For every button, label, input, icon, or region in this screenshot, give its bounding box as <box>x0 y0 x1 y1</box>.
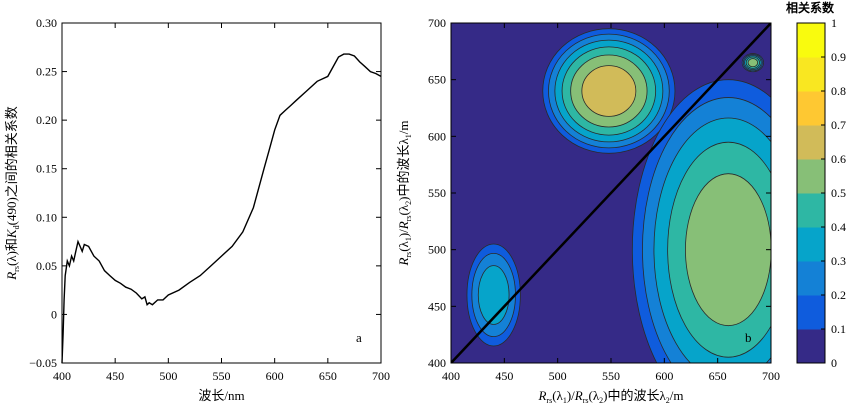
panel-b-ytick-label: 550 <box>428 186 446 200</box>
panel-a-line-chart: 400 450 500 550 600 650 700 −0.05 0 0.05 0.10 0.15… <box>4 16 390 403</box>
panel-b-xtick-label: 650 <box>709 369 727 383</box>
panel-b-xlabel: Rrs(λ1)/Rrs(λ2)中的波长λ2/m <box>537 388 683 405</box>
colorbar-band <box>797 57 825 92</box>
colorbar-tick-label: 0.2 <box>831 288 846 302</box>
colorbar: 相关系数 0 0.1 0.2 0.3 0.4 0.5 0.6 0.7 0.8 0.9 1 <box>786 0 846 370</box>
panel-a-xlabel: 波长/nm <box>198 388 244 403</box>
contour-band-left-low-band <box>477 265 510 325</box>
panel-a-ytick-label: 0.25 <box>36 65 57 79</box>
panel-b-ytick-label: 400 <box>428 356 446 370</box>
panel-a-xtick-label: 600 <box>266 369 284 383</box>
contour-levels <box>466 28 771 363</box>
panel-a-xtick-label: 500 <box>159 369 177 383</box>
panel-b-contour-map: 400 450 500 550 600 650 700 400 450 500 550 600 650… <box>396 16 780 405</box>
colorbar-tick-label: 0.6 <box>831 152 846 166</box>
correlation-line <box>61 53 382 364</box>
panel-a-ytick-label: −0.05 <box>29 356 57 370</box>
panel-b-xtick-label: 450 <box>495 369 513 383</box>
panel-a-xtick-label: 550 <box>213 369 231 383</box>
panel-a-xtick-label: 700 <box>372 369 390 383</box>
panel-a-ylabel: Rrs(λ)和Kd(490)之间的相关系数 <box>4 106 21 281</box>
panel-b-ytick-label: 700 <box>428 16 446 30</box>
diagonal-line <box>451 23 771 363</box>
panel-b-xtick-label: 700 <box>762 369 780 383</box>
colorbar-tick-label: 0.9 <box>831 50 846 64</box>
panel-a-ytick-label: 0 <box>51 307 57 321</box>
contour-band-upper-right-spot <box>747 58 759 68</box>
panel-a-xtick-label: 450 <box>106 369 124 383</box>
contour-band-lower-right-plateau <box>685 173 771 327</box>
colorbar-tick-label: 0.8 <box>831 84 846 98</box>
panel-b-xtick-label: 550 <box>602 369 620 383</box>
colorbar-band <box>797 125 825 160</box>
colorbar-tick-label: 0.5 <box>831 186 846 200</box>
colorbar-title: 相关系数 <box>786 0 835 15</box>
colorbar-tick-label: 0.1 <box>831 322 846 336</box>
colorbar-band <box>797 159 825 194</box>
colorbar-band <box>797 23 825 58</box>
panel-a-ytick-label: 0.30 <box>36 16 57 30</box>
panel-b-ytick-label: 600 <box>428 129 446 143</box>
colorbar-band <box>797 295 825 330</box>
panel-a-xtick-label: 400 <box>53 369 71 383</box>
colorbar-band <box>797 91 825 126</box>
colorbar-band <box>797 261 825 296</box>
panel-a-frame <box>61 22 382 364</box>
panel-b-xtick-label: 500 <box>549 369 567 383</box>
panel-b-ytick-label: 500 <box>428 243 446 257</box>
colorbar-tick-label: 0.3 <box>831 254 846 268</box>
panel-b-ytick-label: 650 <box>428 73 446 87</box>
panel-b-xtick-label: 400 <box>442 369 460 383</box>
colorbar-tick-label: 0 <box>831 356 837 370</box>
panel-a-label: a <box>356 330 362 345</box>
panel-b-ylabel: Rrs(λ1)/Rrs(λ2)中的波长λ1/m <box>396 120 413 266</box>
colorbar-band <box>797 227 825 262</box>
panel-a-xtick-label: 650 <box>319 369 337 383</box>
panel-b-xtick-label: 600 <box>655 369 673 383</box>
panel-b-ytick-label: 450 <box>428 299 446 313</box>
panel-a-ytick-label: 0.15 <box>36 162 57 176</box>
colorbar-band <box>797 329 825 364</box>
colorbar-tick-label: 0.7 <box>831 118 846 132</box>
panel-b-label: b <box>745 330 752 345</box>
colorbar-tick-label: 1 <box>831 16 837 30</box>
contour-band-upper-plateau <box>581 65 637 117</box>
colorbar-band <box>797 193 825 228</box>
panel-a-ytick-label: 0.05 <box>36 259 57 273</box>
colorbar-tick-label: 0.4 <box>831 220 846 234</box>
panel-a-ytick-label: 0.20 <box>36 113 57 127</box>
panel-a-ytick-label: 0.10 <box>36 210 57 224</box>
